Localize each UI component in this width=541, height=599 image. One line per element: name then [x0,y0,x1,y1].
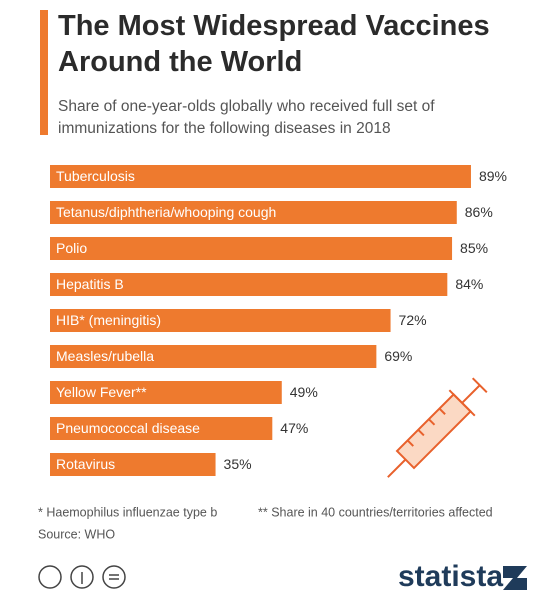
source: Source: WHO [38,527,115,541]
bar [50,201,457,224]
value-label: 35% [224,456,252,472]
category-label: Pneumococcal disease [56,420,200,436]
category-label: Rotavirus [56,456,115,472]
category-label: Polio [56,240,87,256]
value-label: 85% [460,240,488,256]
category-label: Measles/rubella [56,348,154,364]
syringe-icon [387,377,488,478]
chart-title: The Most Widespread Vaccines Around the W… [58,10,490,78]
value-label: 49% [290,384,318,400]
value-label: 84% [455,276,483,292]
bar [50,273,448,296]
category-label: Hepatitis B [56,276,124,292]
footnote: ** Share in 40 countries/territories aff… [258,505,493,519]
category-label: Yellow Fever** [56,384,147,400]
value-label: 89% [479,168,507,184]
license-icons [38,565,126,589]
bar [50,381,282,404]
brand: statista [398,560,503,593]
value-label: 86% [465,204,493,220]
bar [50,453,216,476]
accent-bar [40,10,48,135]
category-label: Tetanus/diphtheria/whooping cough [56,204,276,220]
category-label: HIB* (meningitis) [56,312,161,328]
bar [50,309,391,332]
bar [50,417,273,440]
category-label: Tuberculosis [56,168,135,184]
footnote: * Haemophilus influenzae type b [38,505,217,519]
brand-logo [503,566,527,590]
value-label: 72% [399,312,427,328]
bar [50,345,377,368]
value-label: 69% [384,348,412,364]
bar [50,237,453,260]
value-label: 47% [280,420,308,436]
bar [50,165,471,188]
chart-subtitle: Share of one-year-olds globally who rece… [58,98,435,137]
